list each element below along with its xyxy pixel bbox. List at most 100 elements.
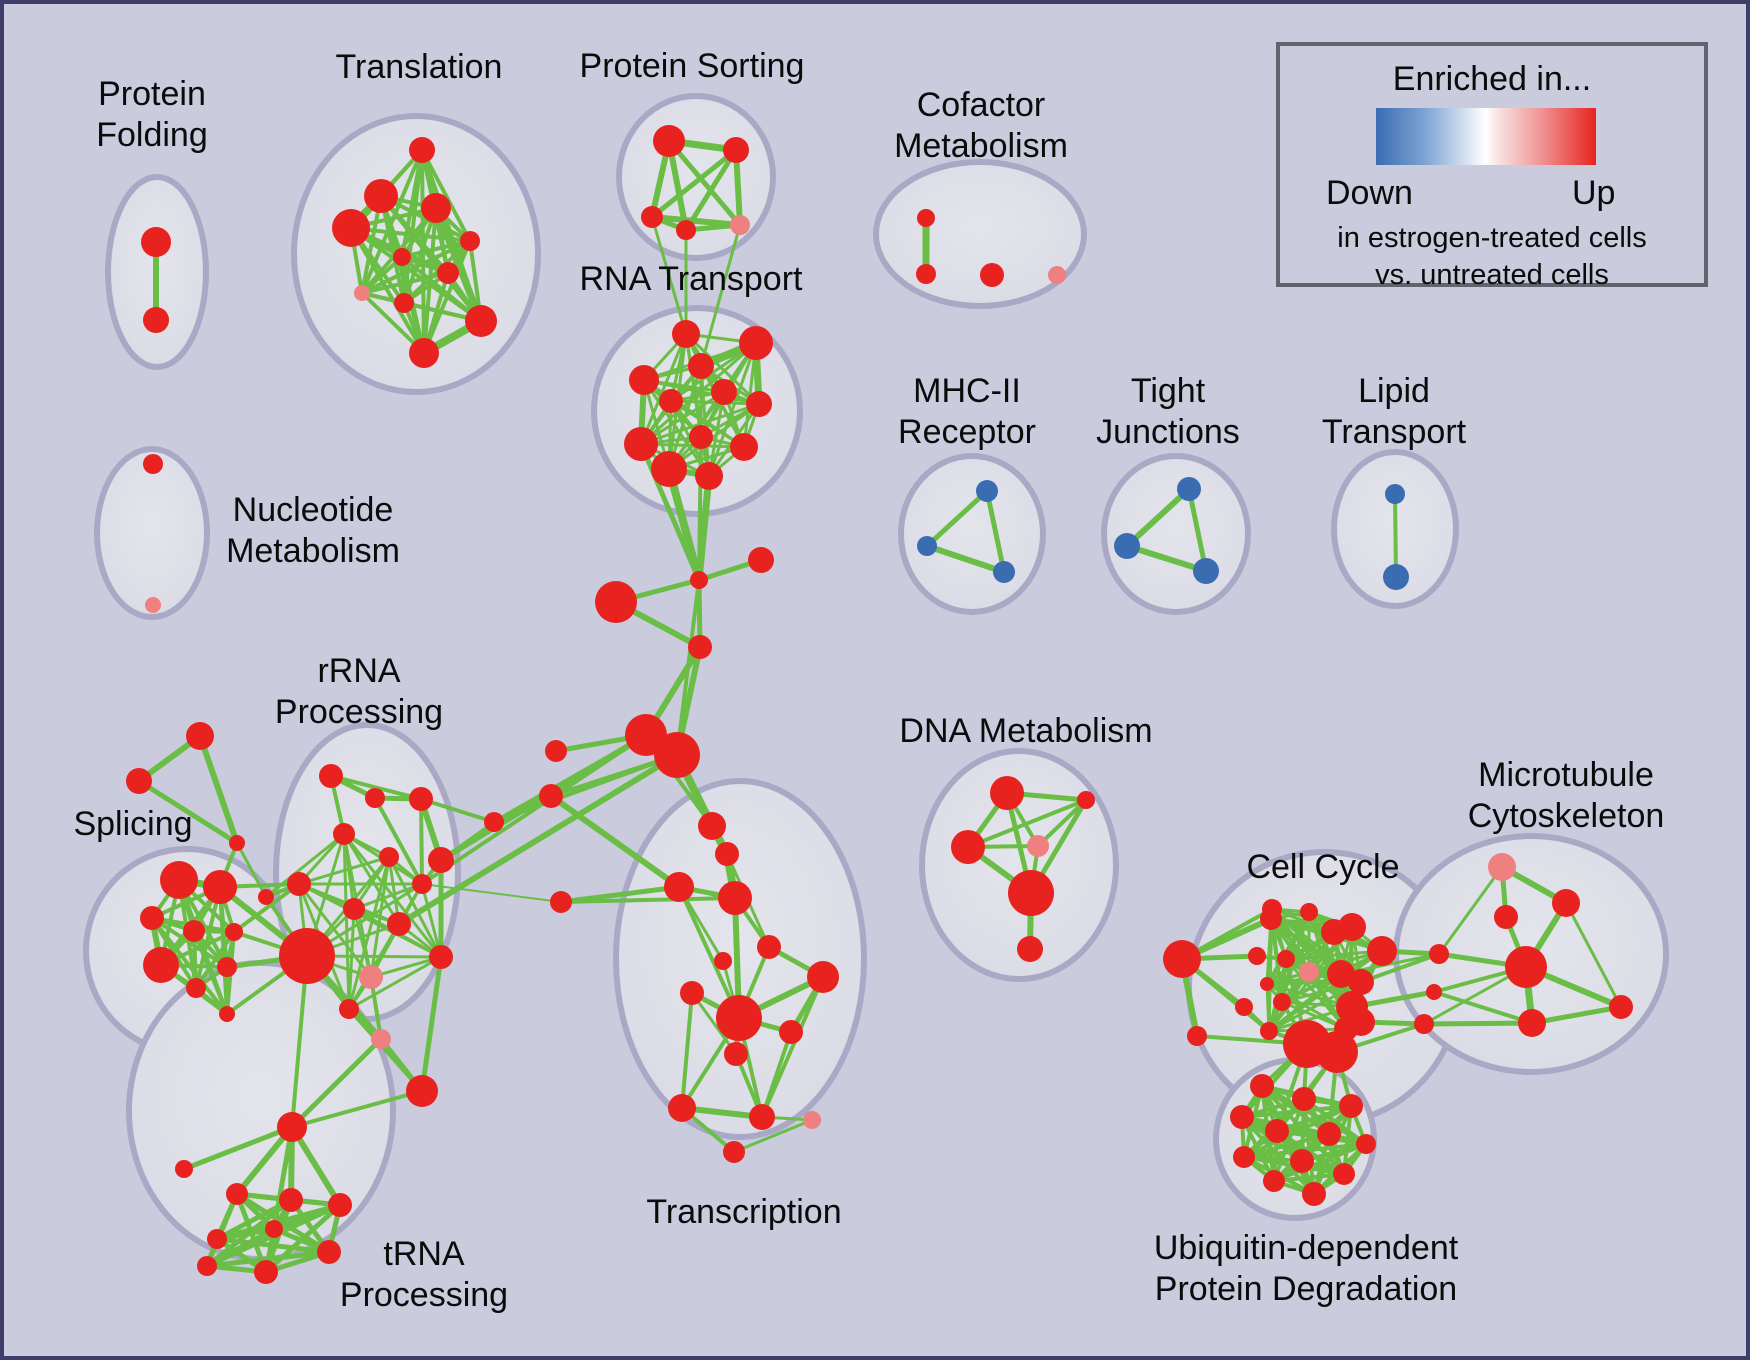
edge-tj2-tj3	[1124, 543, 1209, 574]
node-s6	[143, 947, 179, 983]
edge-u0-u6	[271, 1124, 295, 1232]
node-r16	[412, 874, 432, 894]
edge-r14-r16	[352, 882, 424, 911]
node-ub9	[1290, 1149, 1314, 1173]
node-c6	[654, 732, 700, 778]
edge-r8-r13	[297, 882, 373, 979]
node-cf4	[1048, 266, 1066, 284]
node-ub11	[1263, 1170, 1285, 1192]
node-d6	[1017, 936, 1043, 962]
node-t7	[437, 262, 459, 284]
edge-ps5-rt3	[699, 223, 742, 368]
node-d3	[951, 830, 985, 864]
node-a3	[229, 835, 245, 851]
node-ub10	[1333, 1163, 1355, 1185]
node-t10	[465, 305, 497, 337]
node-rt7	[746, 391, 772, 417]
node-rt12	[695, 462, 723, 490]
edge-t5-t9	[402, 239, 472, 305]
ubiquitin-degradation-label: Protein Degradation	[1155, 1270, 1457, 1308]
node-rt4	[629, 365, 659, 395]
node-t9	[394, 293, 414, 313]
legend-gradient-bar	[1376, 108, 1596, 165]
node-t2	[364, 179, 398, 213]
node-r8	[359, 965, 383, 989]
edge-t5-t6	[400, 239, 472, 259]
edge-u0-u1	[181, 1124, 295, 1172]
node-rt10	[730, 433, 758, 461]
node-r14	[343, 898, 365, 920]
edge-t4-t11	[349, 226, 426, 355]
node-rt6	[659, 389, 683, 413]
nucleotide-metabolism-label: Metabolism	[226, 532, 400, 570]
edge-c5-r16	[420, 733, 648, 886]
node-s8	[186, 978, 206, 998]
edge-a3-s10	[235, 841, 268, 899]
edge-ub10-ub11	[1272, 1172, 1346, 1183]
node-mt1	[1552, 889, 1580, 917]
ubiquitin-degradation-label: Ubiquitin-dependent	[1154, 1229, 1459, 1267]
edge-c9-tx4	[559, 896, 737, 904]
edge-c9-r16	[421, 883, 562, 903]
node-r13	[287, 872, 311, 896]
node-pf2	[143, 307, 169, 333]
node-cc16	[1260, 1022, 1278, 1040]
node-cc1	[1163, 940, 1201, 978]
node-mt5	[1609, 995, 1633, 1019]
node-cf2	[916, 264, 936, 284]
node-mt3	[1505, 946, 1547, 988]
node-a2	[126, 768, 152, 794]
node-cc6	[1338, 913, 1366, 941]
node-ps2	[723, 137, 749, 163]
node-mc2	[1426, 984, 1442, 1000]
node-u3	[279, 1188, 303, 1212]
edge-ps1-ps5	[666, 138, 743, 228]
edge-rt9-c1	[697, 435, 703, 582]
cofactor-metabolism-label: Cofactor	[917, 86, 1046, 124]
node-mt4	[1518, 1009, 1546, 1037]
node-s9	[219, 1006, 235, 1022]
node-lt2	[1383, 564, 1409, 590]
mhc-ii-receptor-label: MHC-II	[913, 372, 1021, 410]
edge-ps2-ps4	[683, 147, 739, 233]
node-nm1	[143, 454, 163, 474]
node-u6	[265, 1220, 283, 1238]
cluster-nucleotide-metabolism	[94, 446, 210, 620]
protein-folding-label: Folding	[96, 116, 208, 154]
node-tj1	[1177, 477, 1201, 501]
node-s7	[217, 957, 237, 977]
cluster-cofactor-metabolism	[873, 159, 1087, 309]
protein-folding-label: Protein	[98, 75, 206, 113]
edge-tx3-tx9	[677, 885, 741, 1020]
node-u0	[277, 1112, 307, 1142]
edge-lt1-lt2	[1393, 492, 1398, 579]
protein-sorting-label: Protein Sorting	[580, 47, 805, 85]
node-c8	[539, 784, 563, 808]
edge-rt7-rt11	[667, 402, 761, 471]
node-cc14	[1273, 993, 1291, 1011]
node-cc22	[1262, 899, 1282, 919]
dna-metabolism-label: DNA Metabolism	[899, 712, 1152, 750]
edge-u0-r10	[290, 1089, 424, 1129]
edge-t1-t8	[360, 148, 424, 295]
node-ps4	[676, 220, 696, 240]
node-tx2	[715, 842, 739, 866]
node-u1	[175, 1160, 193, 1178]
cofactor-metabolism-label: Metabolism	[894, 127, 1068, 165]
node-tx4	[718, 881, 752, 915]
edge-tx8-tx11	[690, 991, 738, 1056]
edge-tx7-tx13	[760, 975, 825, 1119]
node-t11	[409, 338, 439, 368]
node-r4	[333, 823, 355, 845]
node-cc9	[1277, 950, 1295, 968]
node-r15	[387, 912, 411, 936]
node-c4	[688, 635, 712, 659]
node-c3	[595, 581, 637, 623]
node-mh2	[917, 536, 937, 556]
edge-u0-r7	[290, 954, 309, 1129]
node-ub8	[1233, 1146, 1255, 1168]
node-rt2	[739, 326, 773, 360]
node-s1	[160, 861, 198, 899]
node-r12	[429, 945, 453, 969]
